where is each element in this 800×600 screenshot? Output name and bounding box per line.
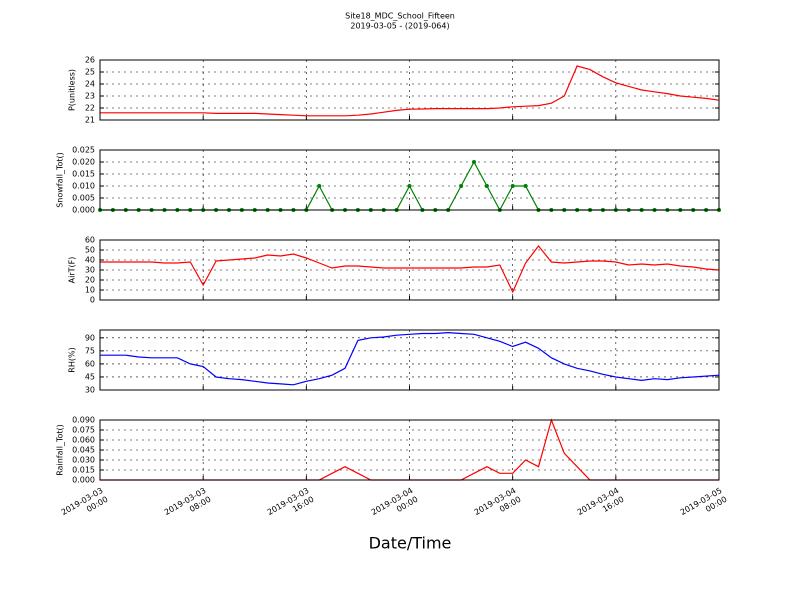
data-line — [100, 65, 720, 117]
chart-title: Site18_MDC_School_Fifteen — [345, 12, 455, 21]
y-tick-label: 75 — [85, 346, 95, 355]
y-tick-label: 0.090 — [72, 416, 95, 425]
y-tick-label: 23 — [85, 92, 95, 101]
y-tick-label: 0.000 — [72, 476, 95, 485]
y-tick-label: 60 — [85, 236, 95, 245]
y-tick-label: 0.030 — [72, 456, 95, 465]
y-tick-label: 40 — [85, 256, 95, 265]
y-tick-label: 50 — [85, 246, 95, 255]
y-tick-label: 30 — [85, 386, 95, 395]
data-point — [484, 184, 489, 188]
y-tick-label: 21 — [85, 116, 95, 125]
data-line — [100, 331, 720, 386]
plot-frame — [99, 59, 720, 121]
data-point — [510, 184, 515, 188]
data-line — [100, 245, 720, 294]
y-axis-title: Rainfall_Tot() — [56, 424, 65, 476]
y-tick-label: 90 — [85, 333, 95, 342]
y-tick-label: 10 — [85, 286, 95, 295]
y-tick-label: 0.025 — [72, 146, 95, 155]
y-tick-label: 24 — [85, 80, 95, 89]
y-tick-label: 0.000 — [72, 206, 95, 215]
data-point — [523, 184, 528, 188]
y-tick-label: 25 — [85, 68, 95, 77]
y-tick-label: 0.005 — [72, 194, 95, 203]
data-point — [471, 160, 476, 164]
y-tick-label: 0 — [90, 296, 95, 305]
y-tick-label: 0.060 — [72, 436, 95, 445]
plot-frame — [99, 329, 720, 391]
plot-frame — [99, 419, 720, 481]
y-tick-label: 30 — [85, 266, 95, 275]
y-tick-label: 22 — [85, 104, 95, 113]
y-tick-label: 0.045 — [72, 446, 95, 455]
y-tick-label: 26 — [85, 56, 95, 65]
y-axis-title: Snowfall_Tot() — [56, 152, 65, 208]
plot-frame — [99, 239, 720, 301]
y-axis-title: P(unitless) — [68, 69, 77, 111]
y-tick-label: 45 — [85, 372, 95, 381]
x-axis-title: Date/Time — [369, 534, 452, 553]
y-tick-label: 60 — [85, 359, 95, 368]
y-tick-label: 0.020 — [72, 158, 95, 167]
plot-frame — [99, 149, 720, 211]
y-tick-label: 0.075 — [72, 426, 95, 435]
y-tick-label: 0.015 — [72, 170, 95, 179]
y-tick-label: 20 — [85, 276, 95, 285]
data-point — [459, 184, 464, 188]
chart-subtitle: 2019-03-05 - (2019-064) — [350, 22, 449, 31]
y-axis-title: RH(%) — [68, 347, 77, 372]
data-point — [317, 184, 322, 188]
y-tick-label: 0.010 — [72, 182, 95, 191]
data-point — [407, 184, 412, 188]
y-tick-label: 0.015 — [72, 466, 95, 475]
y-axis-title: AirT(F) — [68, 257, 77, 284]
